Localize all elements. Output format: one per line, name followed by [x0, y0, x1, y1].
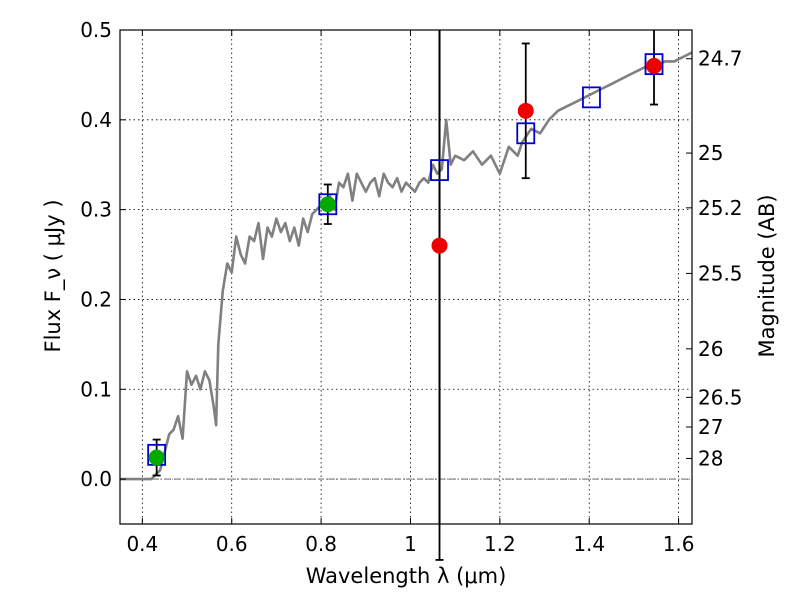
detection-point	[319, 196, 336, 213]
magnitude-tick-label: 26.5	[698, 385, 743, 409]
x-tick-label: 1	[404, 532, 417, 556]
plot-content	[120, 30, 693, 561]
photometry-point	[431, 237, 448, 254]
y-tick-label: 0.4	[80, 108, 112, 132]
y-tick-label: 0.3	[80, 198, 112, 222]
magnitude-tick-label: 25	[698, 141, 723, 165]
model-point-square	[644, 53, 664, 76]
x-tick-label: 0.8	[305, 532, 337, 556]
magnitude-tick-label: 25.2	[698, 196, 743, 220]
x-tick-label: 1.4	[573, 532, 605, 556]
model-point-square	[582, 86, 601, 109]
magnitude-tick-labels: 24.7 25 25.2 25.5 26 26.5 27 28	[698, 47, 743, 471]
template-sed-curve	[120, 51, 693, 481]
x-tick-label: 1.2	[484, 532, 516, 556]
model-point-square	[430, 159, 449, 182]
magnitude-axis-label: Magnitude (AB)	[755, 194, 779, 357]
y-tick-label: 0.0	[80, 467, 112, 491]
magnitude-tick-label: 27	[698, 415, 723, 439]
photometry-point	[646, 57, 663, 74]
magnitude-tick-label: 24.7	[698, 47, 743, 71]
grid	[120, 29, 692, 524]
magnitude-tick-label: 26	[698, 337, 723, 361]
magnitude-tick-label: 28	[698, 446, 723, 470]
y-tick-label: 0.2	[80, 287, 112, 311]
y-axis-label: Flux F_ν ( μJy )	[41, 199, 66, 352]
y-tick-labels: 0.0 0.1 0.2 0.3 0.4 0.5	[80, 18, 112, 491]
x-tick-label: 0.6	[216, 532, 248, 556]
magnitude-tick-label: 25.5	[698, 261, 743, 285]
x-axis-label: Wavelength λ (μm)	[306, 564, 507, 588]
plot-frame	[119, 29, 693, 525]
y-tick-label: 0.1	[80, 377, 112, 401]
tick-marks	[120, 29, 692, 524]
x-tick-label: 0.4	[126, 532, 158, 556]
y-tick-label: 0.5	[80, 18, 112, 42]
x-tick-labels: 0.4 0.6 0.8 1 1.2 1.4 1.6	[126, 532, 694, 556]
x-tick-label: 1.6	[663, 532, 695, 556]
model-point-square	[318, 193, 338, 216]
photometry-point	[517, 102, 534, 119]
model-point-square	[516, 122, 536, 145]
detection-point	[148, 449, 165, 466]
